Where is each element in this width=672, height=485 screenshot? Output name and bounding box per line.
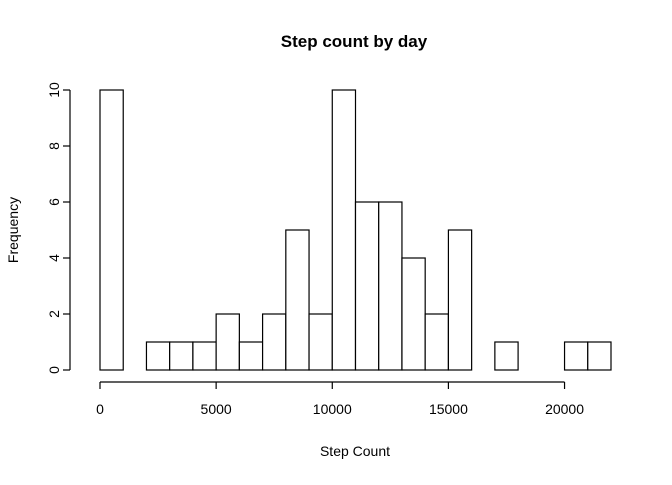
x-tick-label: 10000 — [313, 401, 352, 417]
x-tick-label: 15000 — [429, 401, 468, 417]
bars-group — [99, 89, 612, 371]
histogram-bar — [215, 313, 240, 371]
histogram-bar — [447, 229, 473, 371]
y-axis-title: Frequency — [5, 197, 21, 263]
histogram-bar — [378, 201, 403, 371]
y-tick-label: 4 — [46, 254, 62, 262]
x-tick-label: 20000 — [545, 401, 584, 417]
y-tick-label: 10 — [46, 82, 62, 98]
chart-title: Step count by day — [281, 32, 428, 51]
histogram-bar — [587, 341, 612, 371]
histogram-bar — [308, 313, 333, 371]
x-axis: 0 5000 10000 15000 20000 — [96, 381, 584, 417]
histogram-bar — [238, 341, 264, 371]
histogram-bar — [354, 201, 380, 371]
histogram-bar — [169, 341, 194, 371]
y-tick-label: 2 — [46, 310, 62, 318]
y-axis: 0 2 4 6 8 10 — [46, 82, 71, 374]
histogram-bar — [285, 229, 310, 371]
y-tick-label: 8 — [46, 142, 62, 150]
histogram-bar — [331, 89, 357, 371]
histogram-bar — [494, 341, 519, 371]
histogram-bar — [145, 341, 171, 371]
histogram-bar — [192, 341, 217, 371]
histogram-bar — [424, 313, 450, 371]
x-tick-label: 0 — [96, 401, 104, 417]
histogram-bar — [563, 341, 589, 371]
y-tick-label: 0 — [46, 366, 62, 374]
y-tick-label: 6 — [46, 198, 62, 206]
histogram-bar — [401, 257, 426, 371]
x-tick-label: 5000 — [201, 401, 232, 417]
histogram-bar — [261, 313, 287, 371]
histogram-bar — [99, 89, 124, 371]
x-axis-title: Step Count — [320, 443, 390, 459]
